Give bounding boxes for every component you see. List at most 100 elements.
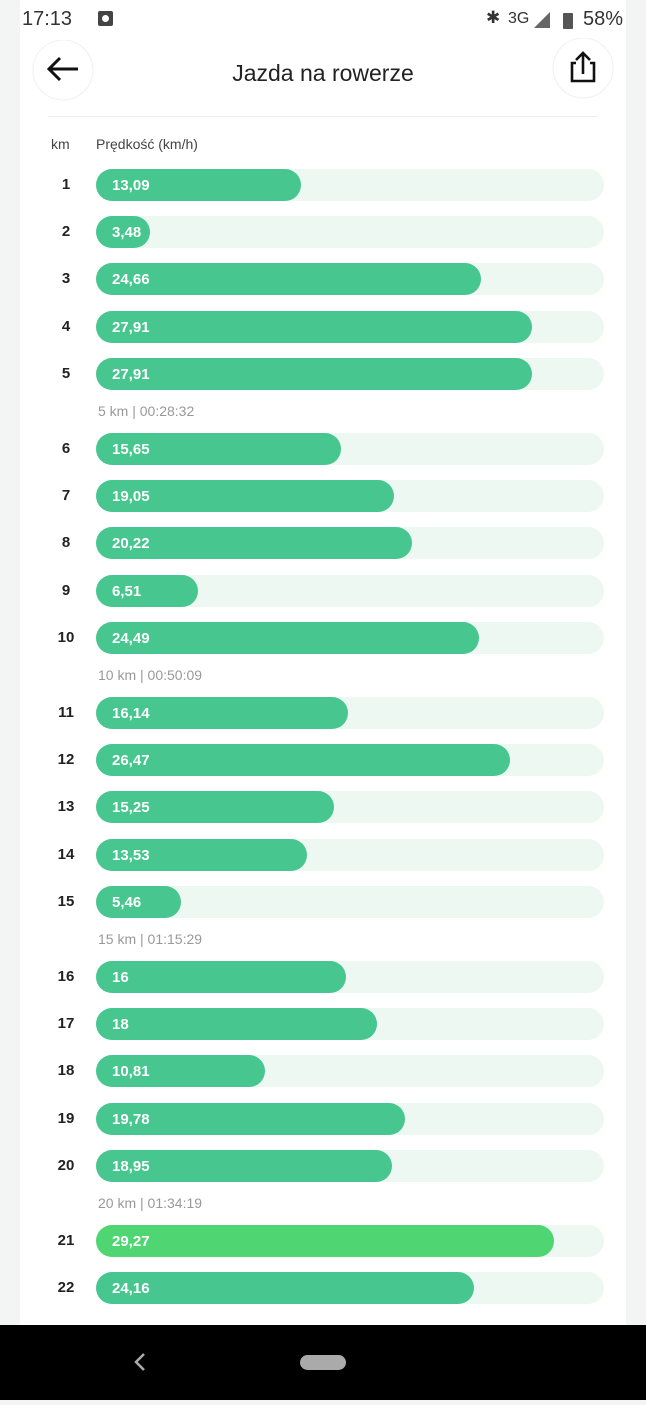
split-summary: 20 km | 01:34:19	[98, 1194, 203, 1211]
bar: 20,22	[96, 527, 413, 560]
km-label: 16	[57, 968, 75, 985]
value-label: 27,91	[112, 318, 150, 336]
bar: 19,05	[96, 480, 394, 513]
value-label: 19,78	[112, 1110, 150, 1128]
bar: 18	[96, 1008, 378, 1041]
bar-track: 13,53	[96, 838, 604, 871]
bar: 18,95	[96, 1149, 393, 1182]
bar-track: 15,25	[96, 791, 604, 824]
km-label: 13	[57, 798, 75, 816]
divider	[48, 116, 598, 117]
bar-track: 24,16	[96, 1272, 604, 1305]
value-label: 3,48	[112, 224, 142, 242]
bar-track: 15,65	[96, 433, 604, 465]
value-label: 16,14	[112, 705, 150, 722]
bluetooth: ✱	[486, 8, 501, 27]
value-label: 24,16	[112, 1280, 150, 1298]
bar: 6,51	[96, 574, 198, 607]
value-label: 6,51	[112, 582, 142, 600]
bar: 3,48	[96, 216, 151, 249]
km-label: 21	[57, 1232, 75, 1249]
km-label: 9	[61, 581, 71, 599]
value-label: 29,27	[112, 1233, 150, 1250]
battery: 58%	[583, 8, 624, 30]
km-label: 20	[57, 1156, 75, 1174]
split-summary: 15 km | 01:15:29	[98, 930, 203, 947]
clock: 17:13	[22, 8, 73, 30]
bar: 27,91	[96, 357, 533, 390]
bar-track: 10,81	[96, 1055, 604, 1088]
bar: 24,16	[96, 1272, 474, 1305]
network: 3G	[508, 10, 530, 27]
bar: 13,53	[96, 838, 308, 871]
km-label: 14	[57, 845, 75, 863]
bar: 5,46	[96, 885, 182, 918]
bar: 16,14	[96, 697, 349, 729]
value-label: 27,91	[112, 365, 150, 383]
back-button[interactable]	[30, 40, 98, 102]
bar-track: 18,95	[96, 1149, 604, 1182]
screenshot-icon	[98, 11, 113, 26]
value-label: 18,95	[112, 1157, 150, 1175]
value-label: 15,65	[112, 441, 150, 458]
bar: 24,66	[96, 263, 482, 296]
bar-track: 5,46	[96, 885, 604, 918]
km-label: 6	[61, 440, 71, 457]
km-label: 10	[57, 628, 75, 646]
km-label: 15	[57, 892, 75, 910]
bar: 10,81	[96, 1055, 265, 1088]
km-label: 18	[57, 1062, 75, 1080]
value-label: 26,47	[112, 752, 150, 770]
bar-track: 29,27	[96, 1225, 604, 1257]
share-button[interactable]	[550, 38, 618, 102]
nav-bar	[0, 1325, 646, 1400]
bar-track: 16	[96, 961, 604, 993]
km-label: 5	[61, 364, 71, 382]
column-speed: Prędkość (km/h)	[96, 136, 198, 152]
title: Jazda na rowerze	[232, 60, 414, 86]
km-label: 3	[61, 270, 71, 288]
bar: 16	[96, 961, 347, 993]
bar-track: 24,66	[96, 263, 604, 296]
bar-track: 24,49	[96, 621, 604, 654]
km-label: 2	[61, 223, 71, 241]
bar-track: 6,51	[96, 574, 604, 607]
value-label: 16	[112, 969, 129, 986]
column-km: km	[51, 136, 70, 152]
value-label: 18	[112, 1016, 129, 1034]
nav-icons	[134, 1353, 346, 1371]
km-label: 1	[61, 176, 71, 193]
bar-track: 27,91	[96, 310, 604, 343]
bar-track: 16,14	[96, 697, 604, 729]
value-label: 13,53	[112, 846, 150, 864]
value-label: 24,49	[112, 629, 150, 647]
bar: 29,27	[96, 1225, 554, 1257]
bar-track: 27,91	[96, 357, 604, 390]
bar: 27,91	[96, 310, 533, 343]
bar: 13,09	[96, 169, 301, 201]
km-label: 17	[57, 1015, 75, 1033]
km-label: 11	[58, 704, 74, 721]
bar-track: 19,78	[96, 1102, 604, 1135]
bar: 15,25	[96, 791, 335, 824]
bar: 26,47	[96, 744, 510, 777]
km-label: 12	[57, 751, 75, 769]
signal-battery	[534, 12, 573, 29]
bar-track: 19,05	[96, 480, 604, 513]
bar-track: 18	[96, 1008, 604, 1041]
split-summary: 5 km | 00:28:32	[98, 402, 195, 419]
bar: 24,49	[96, 621, 479, 654]
value-label: 20,22	[112, 535, 150, 553]
value-label: 10,81	[112, 1063, 150, 1081]
bar: 15,65	[96, 433, 341, 465]
km-label: 8	[61, 534, 71, 552]
km-label: 22	[57, 1279, 75, 1297]
value-label: 5,46	[112, 893, 142, 911]
bar-track: 3,48	[96, 216, 604, 249]
bar-track: 13,09	[96, 169, 604, 201]
km-label: 7	[61, 487, 71, 505]
value-label: 15,25	[112, 799, 150, 817]
value-label: 24,66	[112, 271, 150, 289]
bar-track: 26,47	[96, 744, 604, 777]
